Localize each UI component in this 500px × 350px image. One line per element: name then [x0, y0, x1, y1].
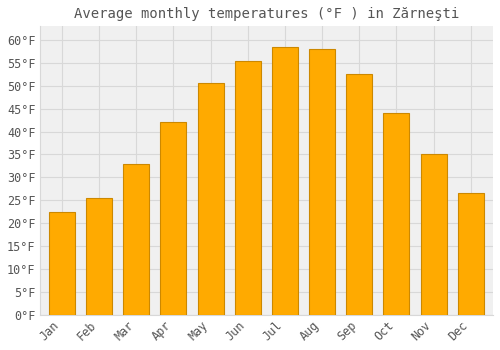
Bar: [458, 193, 484, 315]
Bar: [160, 122, 186, 315]
Bar: [420, 154, 446, 315]
Bar: [49, 212, 75, 315]
Bar: [86, 198, 112, 315]
Bar: [346, 74, 372, 315]
Bar: [384, 113, 409, 315]
Bar: [272, 47, 298, 315]
Bar: [198, 84, 224, 315]
Bar: [123, 163, 150, 315]
Title: Average monthly temperatures (°F ) in Zărneşti: Average monthly temperatures (°F ) in Ză…: [74, 7, 459, 21]
Bar: [234, 61, 261, 315]
Bar: [309, 49, 335, 315]
